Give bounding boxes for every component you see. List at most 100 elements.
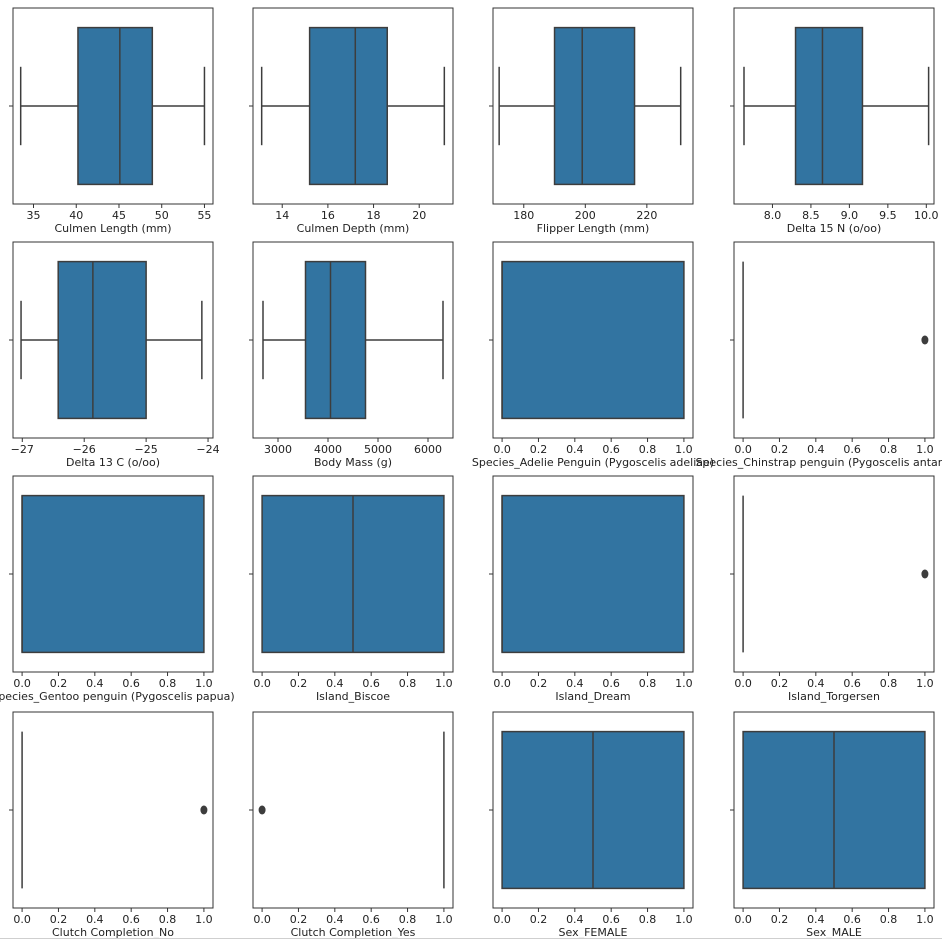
x-tick-label: 1.0 — [916, 913, 934, 926]
x-axis-label: Island_Torgersen — [788, 690, 880, 703]
subplot-15: 0.0 0.2 0.4 0.6 0.8 1.0 Sex_FEMALE — [489, 711, 694, 939]
x-tick-label: 0.8 — [159, 913, 177, 926]
x-tick-label: 0.4 — [566, 913, 584, 926]
x-tick-label: 0.6 — [362, 913, 380, 926]
x-tick-label: 50 — [155, 209, 169, 222]
axes-frame — [252, 475, 454, 673]
box-iqr — [308, 26, 388, 186]
x-axis-label: Body Mass (g) — [314, 456, 392, 469]
x-tick-label: 16 — [321, 209, 335, 222]
box-iqr — [553, 26, 636, 186]
x-axis-label: Species_Chinstrap penguin (Pygoscelis an… — [695, 456, 942, 469]
x-tick-label: 0.8 — [159, 677, 177, 690]
subplot-16: 0.0 0.2 0.4 0.6 0.8 1.0 Sex_MALE — [730, 711, 935, 939]
x-tick-label: 200 — [575, 209, 596, 222]
x-tick-label: 0.6 — [843, 677, 861, 690]
x-axis-label: Delta 13 C (o/oo) — [66, 456, 160, 469]
x-tick-label: 0.8 — [639, 443, 657, 456]
x-tick-label: 0.8 — [399, 677, 417, 690]
x-tick-label: 0.4 — [807, 913, 825, 926]
x-tick-label: 0.6 — [122, 913, 140, 926]
x-tick-label: 1.0 — [675, 677, 693, 690]
x-tick-label: 0.0 — [13, 913, 31, 926]
axes-frame — [12, 7, 214, 205]
outlier-point — [921, 569, 929, 579]
box-iqr — [57, 260, 147, 420]
axes-frame — [733, 241, 935, 439]
x-tick-label: 6000 — [414, 443, 442, 456]
x-tick-label: 0.4 — [326, 677, 344, 690]
x-axis-label: Flipper Length (mm) — [537, 222, 650, 235]
x-tick-label: 4000 — [314, 443, 342, 456]
subplot-11: 0.0 0.2 0.4 0.6 0.8 1.0 Island_Dream — [489, 475, 694, 703]
x-tick-label: 1.0 — [916, 443, 934, 456]
x-tick-label: 0.6 — [122, 677, 140, 690]
x-axis-label: Clutch Completion_Yes — [291, 926, 416, 939]
x-tick-label: 0.2 — [290, 677, 308, 690]
x-tick-label: 0.0 — [734, 677, 752, 690]
x-tick-label: 8.5 — [802, 209, 820, 222]
x-tick-label: 0.8 — [639, 913, 657, 926]
x-tick-label: −26 — [73, 443, 96, 456]
x-tick-label: 0.6 — [843, 913, 861, 926]
x-tick-label: 0.0 — [734, 443, 752, 456]
x-tick-label: 9.5 — [879, 209, 897, 222]
x-tick-label: 0.2 — [530, 677, 548, 690]
x-tick-label: 0.0 — [493, 443, 511, 456]
x-tick-label: 3000 — [264, 443, 292, 456]
outlier-point — [200, 805, 208, 815]
x-tick-label: 0.2 — [771, 443, 789, 456]
x-tick-label: 20 — [412, 209, 426, 222]
axes-frame — [492, 711, 694, 909]
x-tick-label: 1.0 — [435, 913, 453, 926]
x-tick-label: 0.0 — [734, 913, 752, 926]
x-tick-label: 0.6 — [602, 913, 620, 926]
axes-frame — [492, 475, 694, 673]
x-tick-label: 0.0 — [253, 913, 271, 926]
x-axis-label: Island_Dream — [555, 690, 630, 703]
x-tick-label: 0.2 — [50, 677, 68, 690]
x-tick-label: 5000 — [364, 443, 392, 456]
x-tick-label: 1.0 — [675, 913, 693, 926]
x-tick-label: 10.0 — [914, 209, 939, 222]
x-tick-label: 1.0 — [916, 677, 934, 690]
x-tick-label: −24 — [196, 443, 219, 456]
box-iqr — [304, 260, 367, 420]
x-tick-label: 0.6 — [843, 443, 861, 456]
subplot-10: 0.0 0.2 0.4 0.6 0.8 1.0 Island_Biscoe — [249, 475, 454, 703]
x-tick-label: 0.2 — [530, 443, 548, 456]
x-tick-label: 0.0 — [13, 677, 31, 690]
x-tick-label: 9.0 — [841, 209, 859, 222]
x-tick-label: 0.6 — [602, 677, 620, 690]
x-axis-label: Delta 15 N (o/oo) — [787, 222, 882, 235]
x-tick-label: 0.6 — [602, 443, 620, 456]
bottom-divider — [0, 938, 942, 939]
axes-frame — [12, 241, 214, 439]
subplot-13: 0.0 0.2 0.4 0.6 0.8 1.0 Clutch Completion_No — [9, 711, 214, 939]
subplot-6: 3000 4000 5000 6000 Body Mass (g) — [249, 241, 454, 469]
x-axis-label: Clutch Completion_No — [52, 926, 174, 939]
x-tick-label: 0.8 — [880, 913, 898, 926]
x-tick-label: 0.4 — [326, 913, 344, 926]
x-tick-label: −27 — [11, 443, 34, 456]
x-tick-label: 14 — [275, 209, 289, 222]
x-tick-label: 0.8 — [639, 677, 657, 690]
box-iqr — [77, 26, 154, 186]
x-tick-label: 0.0 — [253, 677, 271, 690]
x-tick-label: 40 — [69, 209, 83, 222]
x-tick-label: 0.0 — [493, 677, 511, 690]
box-iqr — [794, 26, 864, 186]
subplot-14: 0.0 0.2 0.4 0.6 0.8 1.0 Clutch Completion_Yes — [249, 711, 454, 939]
x-axis-label: Culmen Length (mm) — [54, 222, 171, 235]
x-tick-label: 1.0 — [195, 913, 213, 926]
x-tick-label: 0.6 — [362, 677, 380, 690]
x-tick-label: −25 — [135, 443, 158, 456]
axes-frame — [733, 7, 935, 205]
x-tick-label: 0.8 — [399, 913, 417, 926]
x-tick-label: 0.8 — [880, 443, 898, 456]
